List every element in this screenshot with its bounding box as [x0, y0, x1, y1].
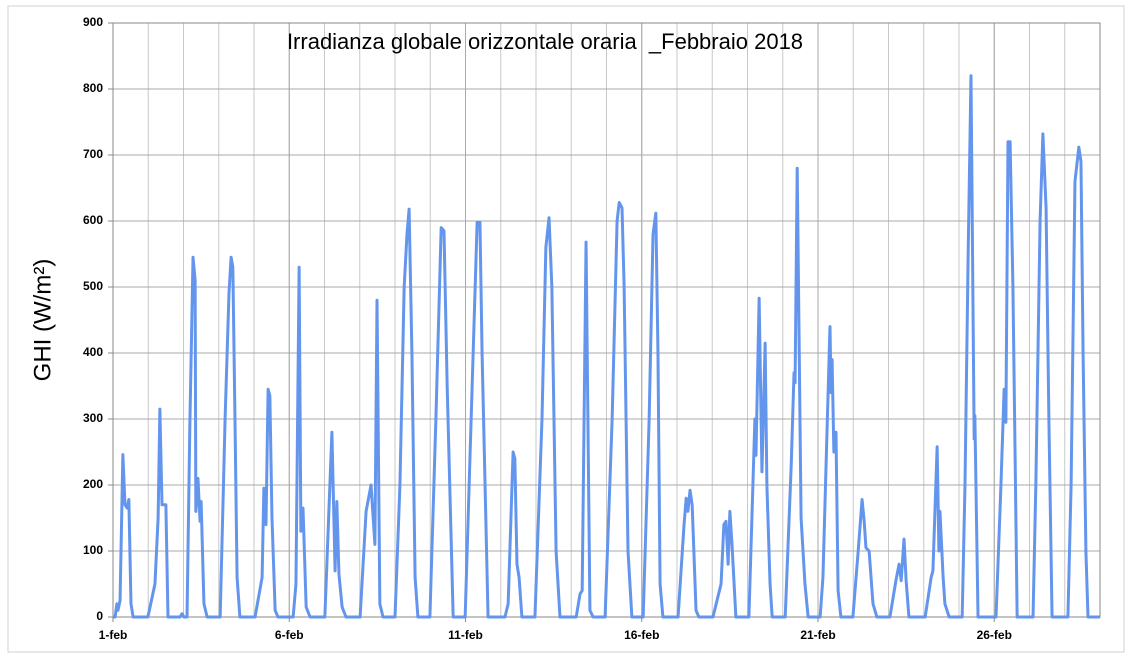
x-tick-label: 26-feb — [977, 628, 1012, 642]
y-tick-label: 200 — [83, 477, 103, 491]
y-tick-label: 300 — [83, 411, 103, 425]
x-tick-label: 11-feb — [448, 628, 483, 642]
x-tick-label: 1-feb — [99, 628, 128, 642]
data-line — [113, 74, 1100, 619]
x-tick-label: 6-feb — [275, 628, 304, 642]
y-tick-label: 800 — [83, 81, 103, 95]
y-tick-label: 500 — [83, 279, 103, 293]
y-tick-label: 600 — [83, 213, 103, 227]
y-tick-label: 100 — [83, 543, 103, 557]
y-tick-label: 900 — [83, 15, 103, 29]
x-tick-label: 16-feb — [624, 628, 659, 642]
y-tick-label: 700 — [83, 147, 103, 161]
y-tick-label: 0 — [96, 609, 103, 623]
x-tick-label: 21-feb — [800, 628, 835, 642]
chart-frame — [7, 5, 1125, 653]
y-axis-label: GHI (W/m²) — [29, 259, 56, 382]
marks — [113, 74, 1100, 619]
y-tick-label: 400 — [83, 345, 103, 359]
chart-title: Irradianza globale orizzontale oraria _F… — [287, 29, 803, 54]
